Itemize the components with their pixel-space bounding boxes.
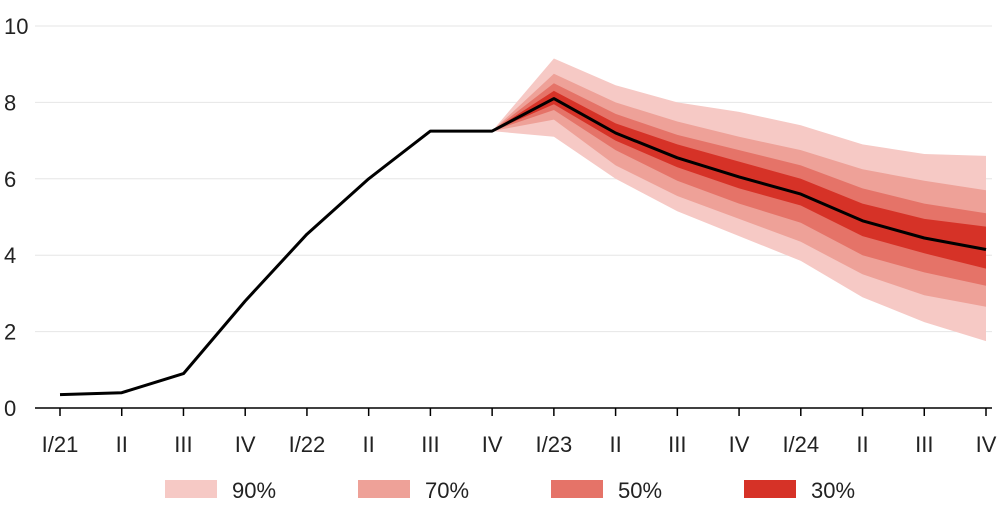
legend-swatch — [744, 480, 796, 498]
y-tick-label: 2 — [4, 320, 16, 345]
y-tick-label: 10 — [4, 14, 28, 39]
x-tick-label: II — [856, 432, 868, 457]
legend-swatch — [551, 480, 603, 498]
x-tick-label: III — [668, 432, 686, 457]
legend-label: 50% — [618, 478, 662, 503]
x-tick-label: II — [116, 432, 128, 457]
x-tick-label: III — [421, 432, 439, 457]
legend-swatch — [358, 480, 410, 498]
series-lines — [59, 97, 987, 397]
x-tick-label: III — [174, 432, 192, 457]
x-tick-label: II — [609, 432, 621, 457]
x-tick-label: I/23 — [536, 432, 573, 457]
y-tick-label: 0 — [4, 396, 16, 421]
y-tick-label: 6 — [4, 167, 16, 192]
legend-label: 70% — [425, 478, 469, 503]
x-tick-label: I/22 — [289, 432, 326, 457]
fan-bands — [492, 58, 986, 342]
x-tick-label: III — [915, 432, 933, 457]
legend-label: 90% — [232, 478, 276, 503]
y-tick-label: 8 — [4, 90, 16, 115]
legend: 90% 70% 50% 30% — [165, 478, 855, 503]
central-projection-line — [59, 97, 987, 397]
fan-band-30pct — [492, 90, 986, 269]
x-tick-label: IV — [482, 432, 503, 457]
x-tick-label: I/24 — [782, 432, 819, 457]
x-tick-label: IV — [235, 432, 256, 457]
x-tick-label: IV — [976, 432, 997, 457]
y-tick-label: 4 — [4, 243, 16, 268]
x-tick-label: II — [363, 432, 375, 457]
x-tick-label: IV — [729, 432, 750, 457]
x-tick-label: I/21 — [42, 432, 79, 457]
legend-label: 30% — [811, 478, 855, 503]
legend-swatch — [165, 480, 217, 498]
